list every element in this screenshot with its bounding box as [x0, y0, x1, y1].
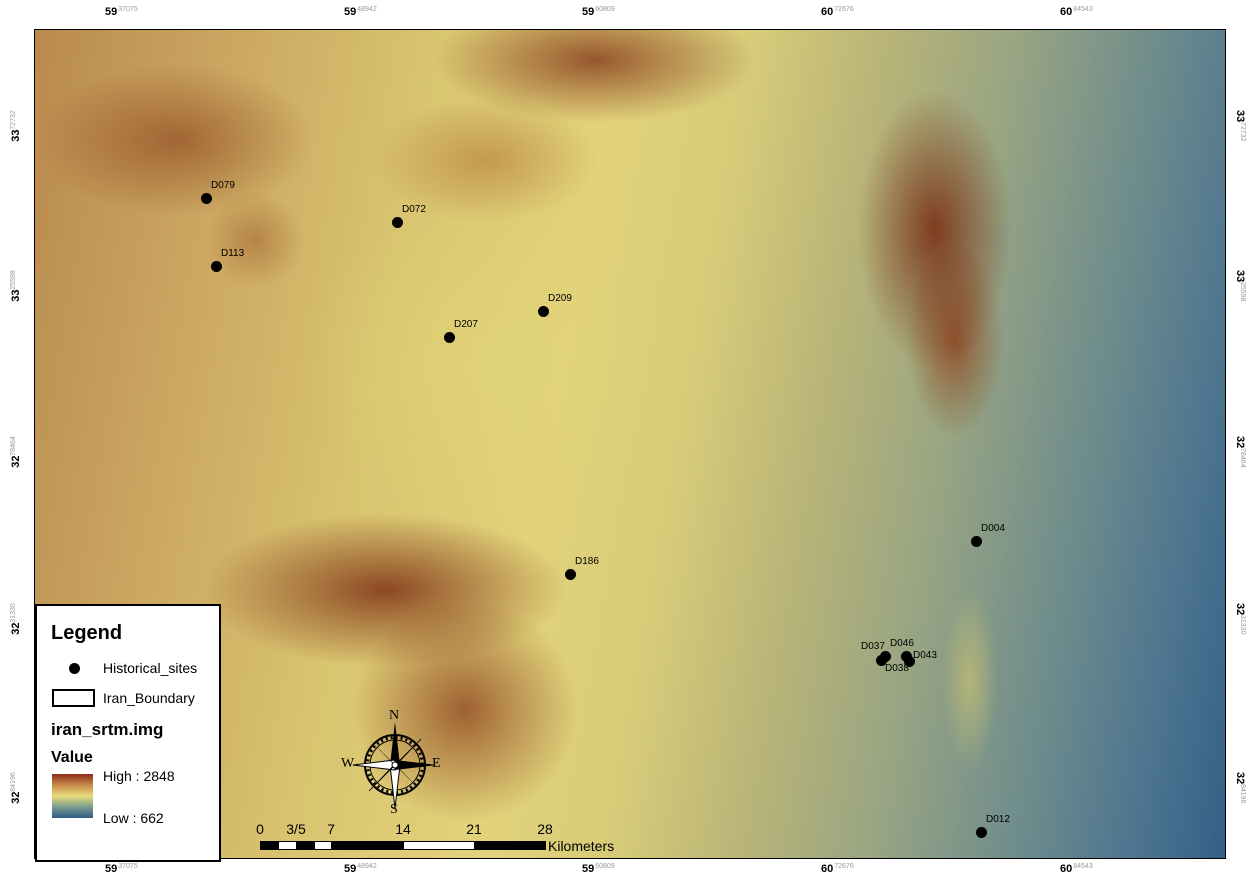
legend-title: Legend [51, 622, 123, 644]
graticule-label: 6084543 [1060, 863, 1093, 875]
site-marker [211, 261, 222, 272]
graticule-label: 3231330 [1234, 603, 1246, 635]
graticule-label: 3284196 [1234, 772, 1246, 804]
legend-boundary-label: Iran_Boundary [103, 690, 195, 706]
graticule-label: 3372732 [10, 110, 22, 142]
scale-tick-label: 21 [466, 821, 482, 837]
graticule-label: 3231330 [10, 603, 22, 635]
site-marker [971, 536, 982, 547]
site-marker [444, 332, 455, 343]
graticule-label: 5960809 [582, 6, 615, 18]
site-label: D186 [575, 556, 599, 567]
compass-south-label: S [390, 802, 398, 817]
scale-segment [474, 841, 546, 850]
scale-units-label: Kilometers [548, 838, 615, 854]
legend: Legend Historical_sites Iran_Boundary ir… [35, 604, 221, 862]
site-marker [976, 827, 987, 838]
site-marker [876, 655, 887, 666]
scale-segment [331, 841, 404, 850]
graticule-label: 6072676 [821, 6, 854, 18]
graticule-label: 5960809 [582, 863, 615, 875]
site-label: D046 [890, 638, 914, 649]
scale-bar: 0 3/5 7 14 21 28 Kilometers [255, 820, 635, 856]
graticule-label: 5937075 [105, 6, 138, 18]
graticule-label: 5948942 [344, 863, 377, 875]
legend-raster-label: iran_srtm.img [51, 720, 164, 739]
scale-segment [314, 841, 332, 850]
compass-rose: N S W E [335, 708, 455, 820]
site-label: D209 [548, 293, 572, 304]
site-label: D207 [454, 319, 478, 330]
graticule-label: 5948942 [344, 6, 377, 18]
elevation-raster [35, 30, 1225, 858]
legend-high-label: High : 2848 [103, 768, 175, 784]
site-label: D037 [861, 641, 885, 652]
graticule-label: 3325598 [1234, 270, 1246, 302]
graticule-label: 3278464 [10, 436, 22, 468]
compass-rose-icon [352, 722, 437, 809]
legend-value-label: Value [51, 749, 93, 766]
graticule-label: 3278464 [1234, 436, 1246, 468]
site-label: D038 [885, 663, 909, 674]
site-marker [392, 217, 403, 228]
boundary-symbol-icon [52, 689, 95, 707]
graticule-label: 6084543 [1060, 6, 1093, 18]
site-label: D043 [913, 650, 937, 661]
scale-segment [403, 841, 475, 850]
scale-tick-label: 0 [256, 821, 264, 837]
site-label: D113 [221, 248, 245, 259]
scale-tick-label: 14 [395, 821, 411, 837]
graticule-label: 3284196 [10, 772, 22, 804]
site-symbol-icon [69, 663, 80, 674]
graticule-label: 3325598 [10, 270, 22, 302]
site-marker [565, 569, 576, 580]
elevation-color-ramp [52, 774, 93, 818]
compass-east-label: E [432, 756, 441, 771]
map-frame[interactable]: D079 D072 D113 D209 D207 D004 D186 D046 … [34, 29, 1226, 859]
graticule-label: 3372732 [1234, 110, 1246, 142]
site-marker [538, 306, 549, 317]
legend-sites-label: Historical_sites [103, 660, 198, 676]
site-marker [904, 656, 915, 667]
scale-segment [278, 841, 297, 850]
compass-north-label: N [389, 708, 400, 723]
scale-segment [260, 841, 279, 850]
site-label: D072 [402, 204, 426, 215]
legend-low-label: Low : 662 [103, 810, 164, 826]
graticule-label: 5937075 [105, 863, 138, 875]
scale-tick-label: 7 [327, 821, 335, 837]
site-label: D004 [981, 523, 1005, 534]
site-label: D012 [986, 814, 1010, 825]
scale-segment [296, 841, 315, 850]
scale-tick-label: 3/5 [286, 821, 306, 837]
site-marker [201, 193, 212, 204]
compass-west-label: W [341, 756, 355, 771]
site-label: D079 [211, 180, 235, 191]
graticule-label: 6072676 [821, 863, 854, 875]
scale-tick-label: 28 [537, 821, 553, 837]
